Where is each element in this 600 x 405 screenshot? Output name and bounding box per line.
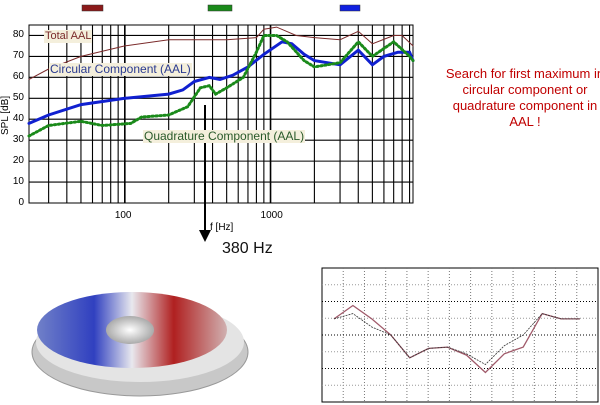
series-line-0 <box>28 26 414 80</box>
legend-swatch <box>81 4 104 12</box>
y-tick-label: 30 <box>12 134 24 146</box>
series-label-quadrature: Quadrature Component (AAL) <box>143 129 306 143</box>
x-axis-label: f [Hz] <box>210 222 234 233</box>
legend-swatch <box>339 4 361 12</box>
speaker-dome <box>106 316 154 344</box>
legend-swatch <box>207 4 233 12</box>
y-tick-label: 70 <box>12 50 24 62</box>
small-series-line-1 <box>333 313 580 365</box>
y-tick-label: 20 <box>12 155 24 167</box>
series-line-2 <box>27 34 415 138</box>
x-tick-label: 1000 <box>260 210 283 221</box>
y-tick-label: 10 <box>12 176 24 188</box>
series-line-1 <box>27 40 415 125</box>
x-tick-label: 100 <box>114 210 132 221</box>
y-tick-label: 60 <box>12 71 24 83</box>
search-note: Search for first maximum in circular com… <box>445 66 600 129</box>
arrow-head-icon <box>199 230 211 242</box>
y-tick-label: 80 <box>12 29 24 41</box>
series-label-total: Total AAL <box>44 30 93 43</box>
small-series-line-0 <box>333 304 580 374</box>
series-label-circular: Circular Component (AAL) <box>49 62 192 76</box>
y-tick-label: 50 <box>12 92 24 104</box>
frequency-annotation: 380 Hz <box>222 240 273 257</box>
y-tick-label: 40 <box>12 113 24 125</box>
y-tick-label: 0 <box>18 197 24 208</box>
